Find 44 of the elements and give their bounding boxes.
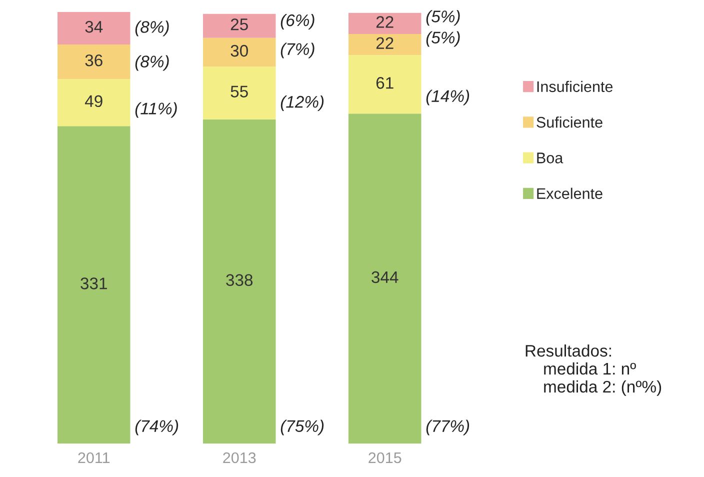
data-label: 36 [85, 54, 102, 66]
annotation: (5%) [426, 10, 460, 26]
legend-label: Boa [537, 152, 564, 164]
data-label: 55 [230, 86, 248, 98]
annotation: (5%) [426, 31, 460, 47]
legend-label: Excelente [537, 188, 602, 199]
bar [348, 114, 422, 444]
annotation: (6%) [280, 14, 314, 30]
x-tick-label: 2013 [223, 452, 256, 464]
data-label: 61 [376, 77, 394, 89]
annotation: (11%) [135, 102, 177, 118]
bar [57, 44, 130, 80]
annotation: (7%) [280, 42, 314, 58]
text: Resultados: medida 1: nº medida 2: (nº%) [526, 344, 662, 396]
data-label: 331 [80, 278, 107, 290]
annotation: (75%) [280, 420, 324, 436]
annotation: (74%) [135, 420, 178, 436]
data-label: 344 [372, 271, 398, 284]
bar [348, 34, 422, 56]
data-label: 30 [230, 44, 248, 57]
bar [202, 119, 276, 444]
data-label: 22 [376, 16, 394, 28]
legend-label: Suficiente [536, 116, 602, 128]
annotation: (77%) [426, 420, 470, 436]
data-label: 25 [230, 18, 248, 30]
bar [202, 38, 276, 67]
bar [348, 12, 422, 34]
data-label: 338 [226, 274, 253, 286]
data-label: 34 [85, 20, 103, 33]
bar [202, 14, 276, 38]
annotation: (12%) [280, 95, 324, 112]
bar [57, 79, 130, 126]
data-label: 22 [376, 37, 394, 49]
bar [57, 12, 130, 45]
annotation: (8%) [135, 55, 169, 71]
data-label: 49 [84, 95, 102, 108]
bar [348, 55, 422, 114]
annotation: (8%) [135, 20, 169, 36]
bar [202, 66, 276, 120]
bar [57, 126, 130, 444]
x-tick-label: 2011 [78, 452, 110, 464]
legend-label: Insuficiente [537, 80, 613, 92]
x-tick-label: 2015 [368, 452, 402, 464]
annotation: (14%) [426, 90, 470, 106]
